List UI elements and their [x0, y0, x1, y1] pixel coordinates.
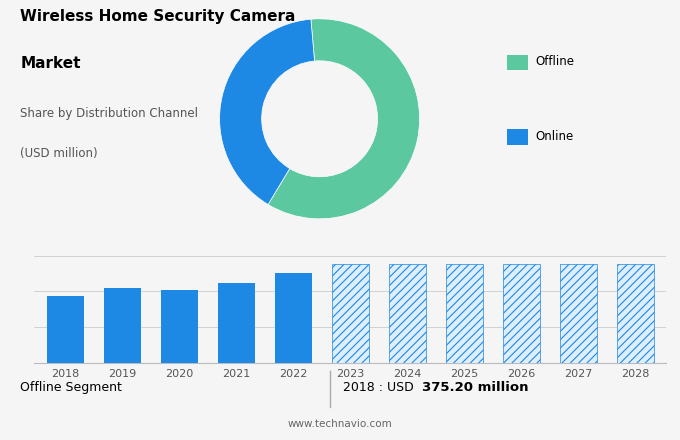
Wedge shape	[220, 19, 315, 205]
Bar	[445, 264, 483, 363]
Bar	[389, 264, 426, 363]
Text: Market: Market	[20, 56, 81, 71]
Bar	[104, 288, 141, 363]
Bar	[218, 283, 255, 363]
Bar	[275, 272, 311, 363]
Wedge shape	[268, 19, 420, 219]
Bar	[507, 55, 528, 70]
Text: 375.20 million: 375.20 million	[422, 381, 528, 394]
Text: www.technavio.com: www.technavio.com	[288, 419, 392, 429]
Text: Share by Distribution Channel: Share by Distribution Channel	[20, 107, 199, 120]
Text: Offline Segment: Offline Segment	[20, 381, 122, 394]
Bar	[617, 264, 653, 363]
Text: Offline: Offline	[535, 55, 574, 68]
Bar	[332, 264, 369, 363]
Bar	[160, 290, 198, 363]
Bar	[560, 264, 596, 363]
Text: 2018 : USD: 2018 : USD	[343, 381, 418, 394]
Text: (USD million): (USD million)	[20, 147, 98, 160]
Bar	[47, 296, 84, 363]
Bar	[503, 264, 540, 363]
Bar	[507, 129, 528, 145]
Text: Online: Online	[535, 130, 573, 143]
Text: Wireless Home Security Camera: Wireless Home Security Camera	[20, 9, 296, 24]
